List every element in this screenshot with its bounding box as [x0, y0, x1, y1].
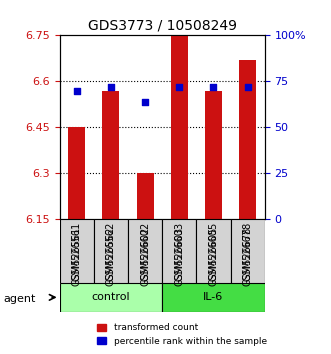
Text: agent: agent [3, 294, 36, 304]
FancyBboxPatch shape [60, 219, 94, 283]
Text: GSM526602: GSM526602 [140, 227, 150, 286]
FancyBboxPatch shape [128, 219, 162, 283]
Text: control: control [92, 292, 130, 302]
Bar [239, 60, 256, 219]
Point [245, 84, 250, 90]
Text: GSM526605: GSM526605 [209, 227, 218, 286]
Text: GSM526678: GSM526678 [243, 227, 253, 286]
Bar [102, 91, 119, 219]
FancyBboxPatch shape [196, 219, 231, 283]
Text: IL-6: IL-6 [203, 292, 224, 302]
FancyBboxPatch shape [94, 219, 128, 283]
Point [108, 84, 114, 90]
Text: GSM526678: GSM526678 [243, 222, 253, 281]
Point [211, 84, 216, 90]
Text: GSM526603: GSM526603 [174, 227, 184, 286]
Point [177, 84, 182, 90]
Point [74, 88, 79, 93]
Bar [68, 127, 85, 219]
FancyBboxPatch shape [162, 219, 196, 283]
FancyBboxPatch shape [60, 283, 162, 312]
Text: GSM526602: GSM526602 [140, 222, 150, 281]
FancyBboxPatch shape [231, 219, 265, 283]
Text: GSM526562: GSM526562 [106, 227, 116, 286]
Legend: transformed count, percentile rank within the sample: transformed count, percentile rank withi… [94, 320, 270, 349]
FancyBboxPatch shape [162, 283, 265, 312]
Point [142, 99, 148, 104]
Text: GSM526603: GSM526603 [174, 222, 184, 281]
Text: GSM526605: GSM526605 [209, 222, 218, 281]
Text: GSM526561: GSM526561 [72, 222, 82, 281]
Text: GSM526562: GSM526562 [106, 222, 116, 281]
Title: GDS3773 / 10508249: GDS3773 / 10508249 [88, 19, 237, 33]
Bar [205, 91, 222, 219]
Text: GSM526561: GSM526561 [72, 227, 82, 286]
Bar [171, 35, 188, 219]
Bar [137, 173, 154, 219]
